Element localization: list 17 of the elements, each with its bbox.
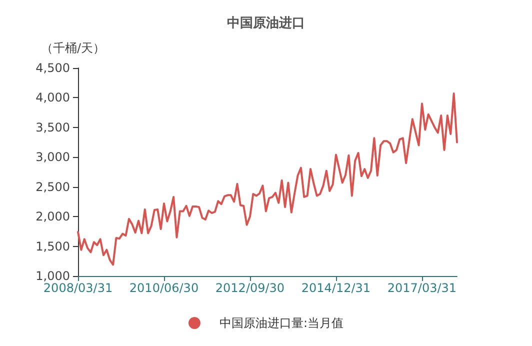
y-tick-label: 2,500: [36, 180, 70, 194]
x-tick-label: 2014/12/31: [301, 281, 371, 295]
y-tick-label: 1,000: [36, 269, 70, 283]
line-series: [77, 92, 458, 266]
y-axis-title: （千桶/天）: [40, 41, 106, 55]
y-tick-label: 1,500: [36, 239, 70, 254]
x-tick-label: 2008/03/31: [43, 281, 113, 295]
x-tick-label: 2012/09/30: [215, 281, 285, 295]
chart-title: 中国原油进口: [227, 16, 305, 31]
y-tick-label: 2,000: [36, 210, 70, 224]
y-tick-label: 3,500: [36, 120, 70, 134]
x-tick-label: 2017/03/31: [387, 281, 457, 295]
y-tick-label: 4,500: [36, 61, 70, 75]
y-tick-label: 3,000: [36, 150, 70, 164]
legend-label: 中国原油进口量:当月值: [219, 316, 344, 330]
x-tick-label: 2010/06/30: [129, 281, 199, 295]
y-tick-label: 4,000: [36, 90, 70, 105]
